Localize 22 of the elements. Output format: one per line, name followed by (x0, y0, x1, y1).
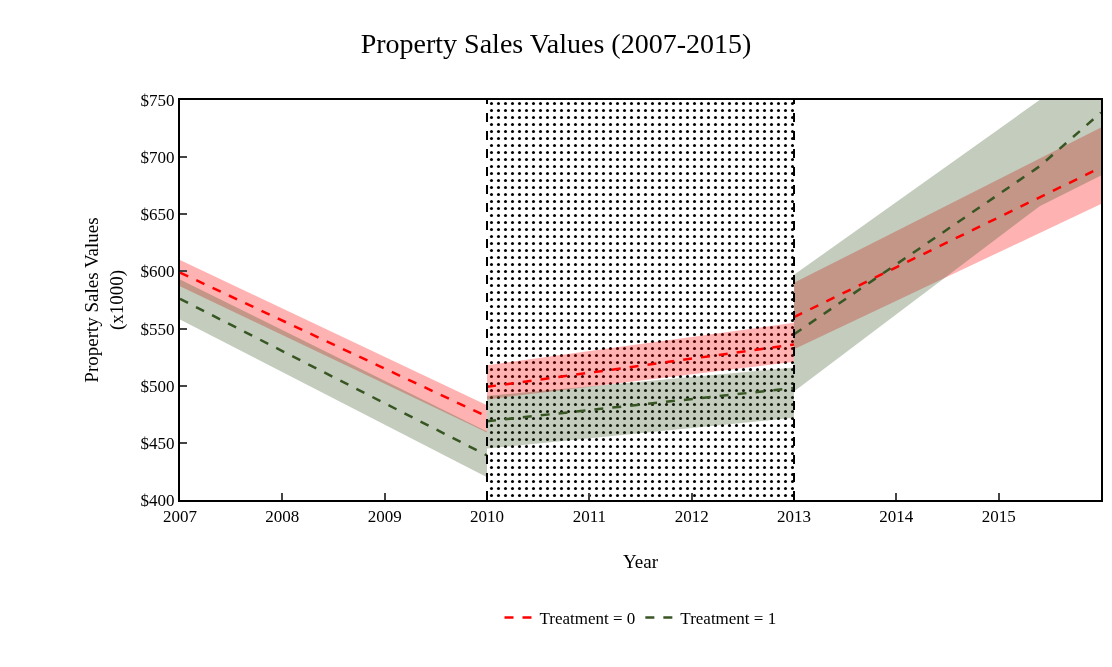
y-tick-label: $450 (140, 433, 175, 453)
y-tick-label: $650 (140, 205, 175, 225)
y-tick-label: $750 (140, 90, 175, 110)
x-axis-title: Year (622, 551, 659, 572)
y-tick-label: $600 (140, 262, 175, 282)
y-tick-label: $400 (140, 490, 175, 510)
x-tick-label: 2010 (470, 507, 504, 527)
y-tick-label: $500 (140, 376, 175, 396)
x-tick-label: 2012 (674, 507, 709, 527)
x-tick-label: 2013 (777, 507, 811, 527)
x-tick-label: 2009 (367, 507, 402, 527)
x-tick-label: 2007 (163, 507, 198, 527)
y-tick-label: $700 (140, 148, 175, 168)
y-axis-title: Property Sales Values (x1000) (81, 217, 128, 383)
x-tick-label: 2015 (981, 507, 1016, 527)
legend-label: Treatment = 0 (539, 609, 636, 629)
chart-title: Property Sales Values (2007-2015) (360, 27, 752, 59)
x-tick-label: 2011 (572, 507, 607, 527)
y-tick-label: $550 (140, 319, 175, 339)
x-tick-label: 2008 (265, 507, 300, 527)
legend-label: Treatment = 1 (680, 609, 777, 629)
x-tick-label: 2014 (879, 507, 914, 527)
